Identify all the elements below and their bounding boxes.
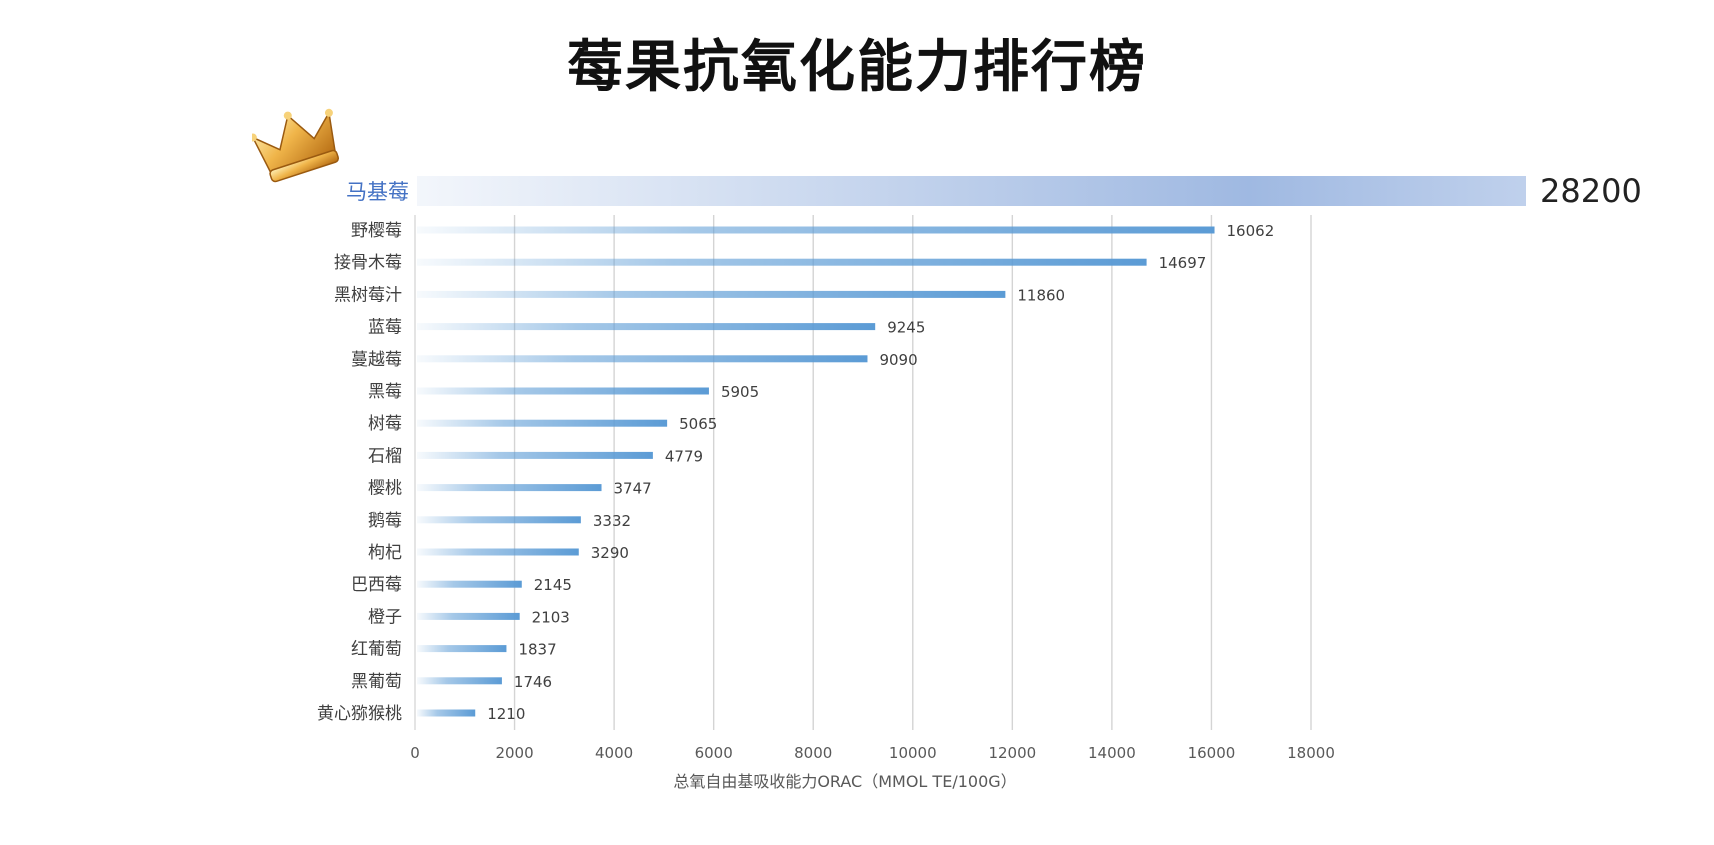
highlight-bar <box>417 176 1526 206</box>
category-label: 巴西莓 <box>351 575 402 595</box>
x-tick-label: 10000 <box>889 744 937 762</box>
x-tick-label: 0 <box>410 744 420 762</box>
data-label: 16062 <box>1227 222 1275 240</box>
category-label: 石榴 <box>368 446 402 466</box>
x-tick-label: 18000 <box>1287 744 1335 762</box>
bar <box>417 709 476 717</box>
x-tick-label: 8000 <box>794 744 832 762</box>
data-label: 14697 <box>1159 254 1207 272</box>
data-label: 5905 <box>721 383 759 401</box>
data-label: 3747 <box>614 480 652 498</box>
x-tick-label: 16000 <box>1188 744 1236 762</box>
category-label: 蓝莓 <box>368 318 402 338</box>
bar <box>417 645 507 653</box>
x-tick-label: 14000 <box>1088 744 1136 762</box>
category-label: 野樱莓 <box>351 221 402 241</box>
category-label: 接骨木莓 <box>334 253 402 273</box>
highlight-value-label: 28200 <box>1540 172 1642 210</box>
bar <box>417 451 653 459</box>
bar <box>417 226 1215 234</box>
category-label: 黄心猕猴桃 <box>317 704 402 724</box>
bar <box>417 419 668 427</box>
bar <box>417 612 520 620</box>
category-label: 黑树莓汁 <box>334 285 402 305</box>
data-label: 2145 <box>534 576 572 594</box>
bar <box>417 580 522 588</box>
bar <box>417 355 868 363</box>
data-label: 1210 <box>487 705 525 723</box>
data-label: 3332 <box>593 512 631 530</box>
category-label: 鹅莓 <box>368 511 402 531</box>
x-axis-title: 总氧自由基吸收能力ORAC（MMOL TE/100G） <box>673 772 1016 791</box>
bar <box>417 548 579 556</box>
x-tick-label: 12000 <box>988 744 1036 762</box>
data-label: 1746 <box>514 673 552 691</box>
category-label: 树莓 <box>368 414 402 434</box>
x-tick-label: 4000 <box>595 744 633 762</box>
category-label: 红葡萄 <box>351 640 402 660</box>
category-label: 蔓越莓 <box>351 350 402 370</box>
bar <box>417 258 1147 266</box>
category-label: 樱桃 <box>368 479 402 499</box>
x-tick-label: 2000 <box>495 744 533 762</box>
data-label: 9245 <box>887 319 925 337</box>
page-title: 莓果抗氧化能力排行榜 <box>567 35 1147 100</box>
category-label: 橙子 <box>368 607 402 627</box>
bar <box>417 290 1006 298</box>
data-label: 4779 <box>665 447 703 465</box>
crown-icon <box>252 108 340 183</box>
bar <box>417 516 581 524</box>
category-label: 枸杞 <box>368 543 402 563</box>
bar <box>417 484 602 492</box>
highlight-category-label: 马基莓 <box>346 180 409 204</box>
category-label: 黑莓 <box>368 382 402 402</box>
data-label: 9090 <box>879 351 917 369</box>
data-label: 5065 <box>679 415 717 433</box>
bar <box>417 677 502 685</box>
data-label: 11860 <box>1017 286 1065 304</box>
data-label: 2103 <box>532 608 570 626</box>
bar <box>417 387 709 395</box>
bar <box>417 323 876 331</box>
data-label: 3290 <box>591 544 629 562</box>
data-label: 1837 <box>518 641 556 659</box>
category-label: 黑葡萄 <box>351 672 402 692</box>
x-tick-label: 6000 <box>695 744 733 762</box>
